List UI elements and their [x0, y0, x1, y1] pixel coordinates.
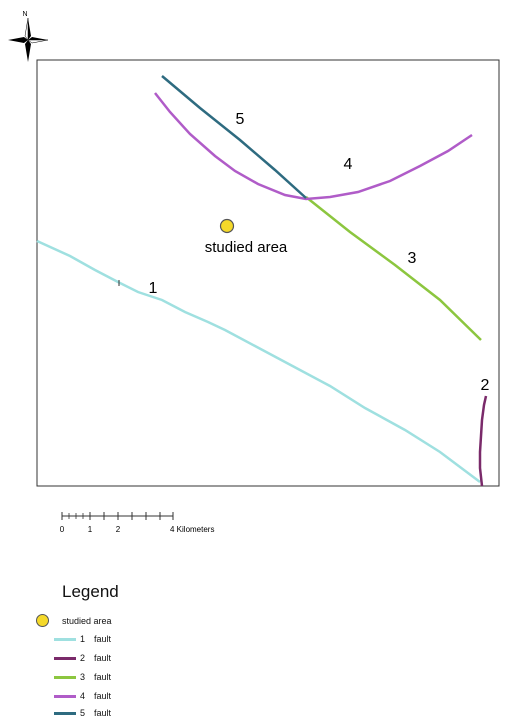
legend-label-1: fault [94, 634, 112, 644]
fault-3-line [305, 196, 482, 341]
map-frame [36, 59, 500, 487]
legend-label-4: fault [94, 691, 112, 701]
fault-label-5: 5 [236, 111, 245, 128]
legend-item-fault-1: 1 fault [36, 632, 111, 646]
fault-label-3: 3 [408, 250, 417, 267]
legend-num-3: 3 [80, 672, 86, 682]
fault-5-line [161, 75, 307, 199]
legend-label-2: fault [94, 653, 112, 663]
fault-2-line [478, 395, 488, 487]
scale-tick-1: 1 [88, 525, 93, 534]
legend-label-5: fault [94, 708, 112, 718]
studied-area-label: studied area [205, 239, 288, 256]
north-label: N [22, 11, 27, 18]
legend-item-studied-area: studied area [36, 614, 112, 628]
fault-label-4: 4 [344, 156, 353, 173]
legend-label-3: fault [94, 672, 112, 682]
north-arrow-icon: N [8, 11, 49, 62]
scale-tick-0: 0 [60, 525, 65, 534]
scale-tick-2: 2 [116, 525, 121, 534]
legend-item-fault-4: 4 fault [36, 689, 111, 703]
fault-5-legend-icon [54, 712, 76, 715]
studied-area-legend-icon [36, 614, 76, 628]
legend-item-fault-2: 2 fault [36, 651, 111, 665]
legend-num-2: 2 [80, 653, 86, 663]
fault-label-1: 1 [149, 280, 158, 297]
legend-studied-area-label: studied area [62, 616, 112, 626]
legend-num-5: 5 [80, 708, 86, 718]
fault-4-legend-icon [54, 695, 76, 698]
legend-item-fault-3: 3 fault [36, 670, 111, 684]
legend-item-fault-5: 5 fault [36, 706, 111, 720]
scale-tick-4: 4 Kilometers [170, 525, 214, 534]
fault-4-line [154, 92, 473, 201]
fault-3-legend-icon [54, 676, 76, 679]
fault-2-legend-icon [54, 657, 76, 660]
legend-title: Legend [62, 582, 119, 601]
legend-num-1: 1 [80, 634, 86, 644]
legend-num-4: 4 [80, 691, 86, 701]
scale-bar: 0 1 2 4 Kilometers [60, 512, 214, 534]
fault-1-legend-icon [54, 638, 76, 641]
fault-label-2: 2 [481, 377, 490, 394]
studied-area-marker [219, 218, 235, 234]
fault-1-line [36, 239, 481, 483]
